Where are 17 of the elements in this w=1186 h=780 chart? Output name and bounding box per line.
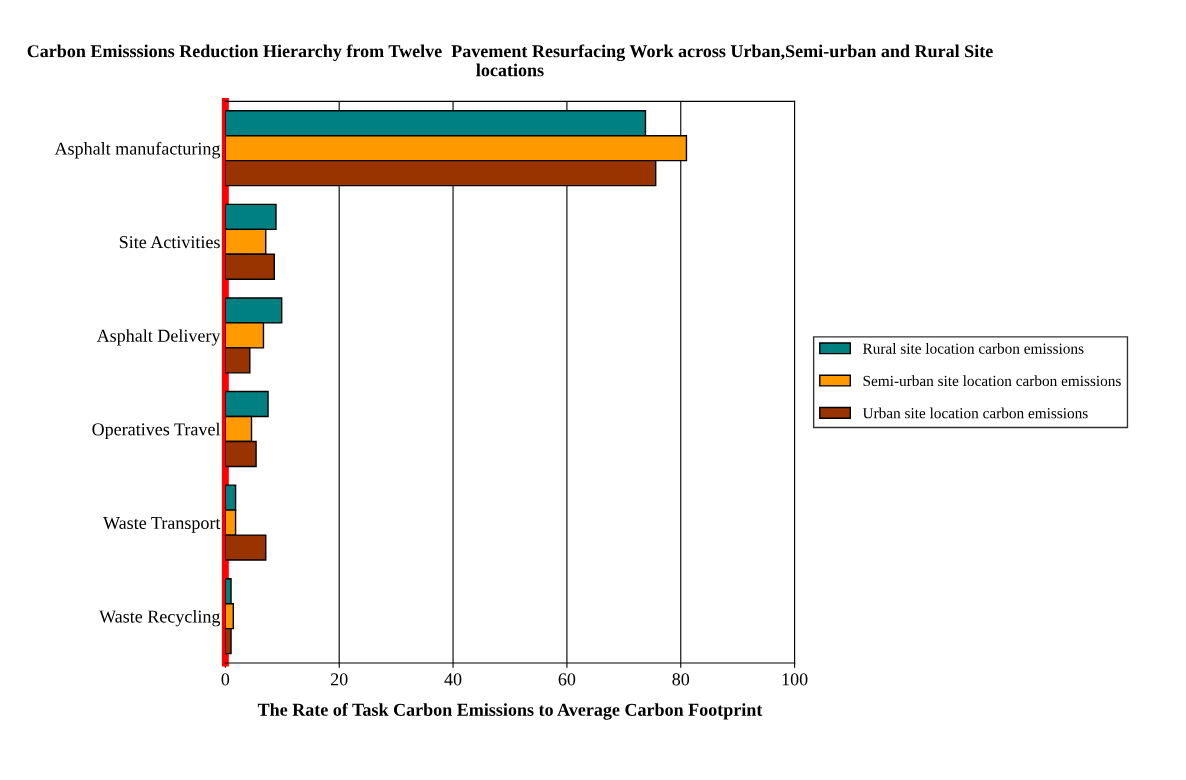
y-tick-label: Waste Recycling (99, 609, 221, 627)
x-tick-label: 60 (558, 673, 576, 686)
x-axis-title: The Rate of Task Carbon Emissions to Average Carbon Footprint (257, 702, 763, 720)
x-tick-label: 100 (782, 673, 808, 686)
chart-title: Carbon Emisssions Reduction Hierarchy from Twelve Pavement Resurfacing Work across Urban,Semi-urban and Rural Site locations (27, 44, 993, 77)
y-tick-label: Waste Transport (103, 517, 221, 533)
legend-label: Semi-urban site location carbon emissions (863, 375, 1121, 387)
y-tick-label: Asphalt Delivery (96, 329, 221, 346)
x-tick-label: 40 (444, 673, 462, 686)
legend-label: Rural site location carbon emissions (862, 343, 1084, 354)
x-tick-label: 20 (330, 673, 348, 686)
y-tick-label: Operatives Travel (92, 422, 221, 440)
x-tick-label: 80 (672, 673, 690, 686)
legend-label: Urban site location carbon emissions (862, 407, 1088, 419)
x-tick-label: 0 (221, 673, 230, 686)
y-tick-label: Asphalt manufacturing (54, 141, 221, 159)
y-tick-label: Site Activities (119, 236, 220, 249)
